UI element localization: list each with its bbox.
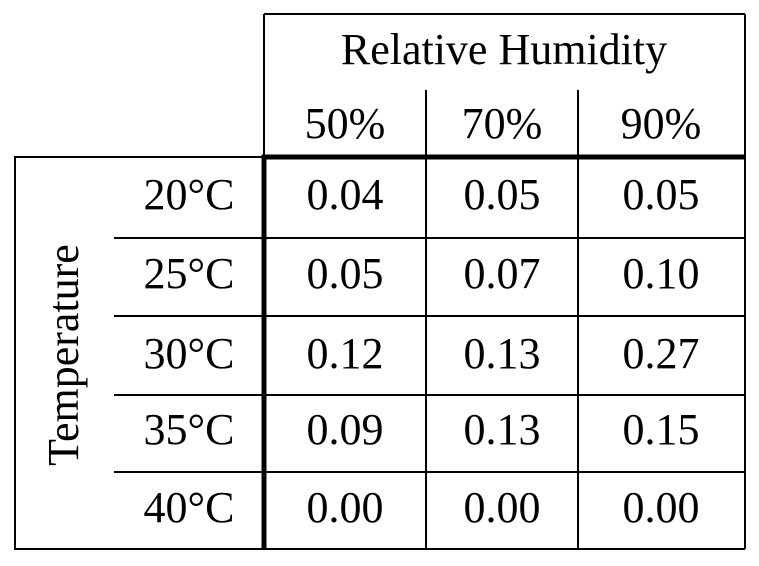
- cell: 0.09: [307, 405, 384, 454]
- cell: 0.00: [623, 483, 700, 532]
- column-header: 70%: [462, 99, 543, 148]
- cell: 0.10: [623, 249, 700, 298]
- row-header: 35°C: [144, 405, 235, 454]
- row-header: 25°C: [144, 249, 235, 298]
- cell: 0.15: [623, 405, 700, 454]
- cell: 0.04: [307, 170, 384, 219]
- cell: 0.12: [307, 329, 384, 378]
- column-group-header: Relative Humidity: [341, 25, 667, 74]
- row-group-header: Temperature: [39, 244, 88, 466]
- row-header: 40°C: [144, 483, 235, 532]
- row-header: 30°C: [144, 329, 235, 378]
- column-header: 50%: [305, 99, 386, 148]
- column-header: 90%: [621, 99, 702, 148]
- cell: 0.00: [307, 483, 384, 532]
- cell: 0.07: [464, 249, 541, 298]
- cell: 0.27: [623, 329, 700, 378]
- row-header: 20°C: [144, 170, 235, 219]
- cell: 0.00: [464, 483, 541, 532]
- cell: 0.05: [623, 170, 700, 219]
- cell: 0.05: [307, 249, 384, 298]
- cell: 0.05: [464, 170, 541, 219]
- cell: 0.13: [464, 405, 541, 454]
- cell: 0.13: [464, 329, 541, 378]
